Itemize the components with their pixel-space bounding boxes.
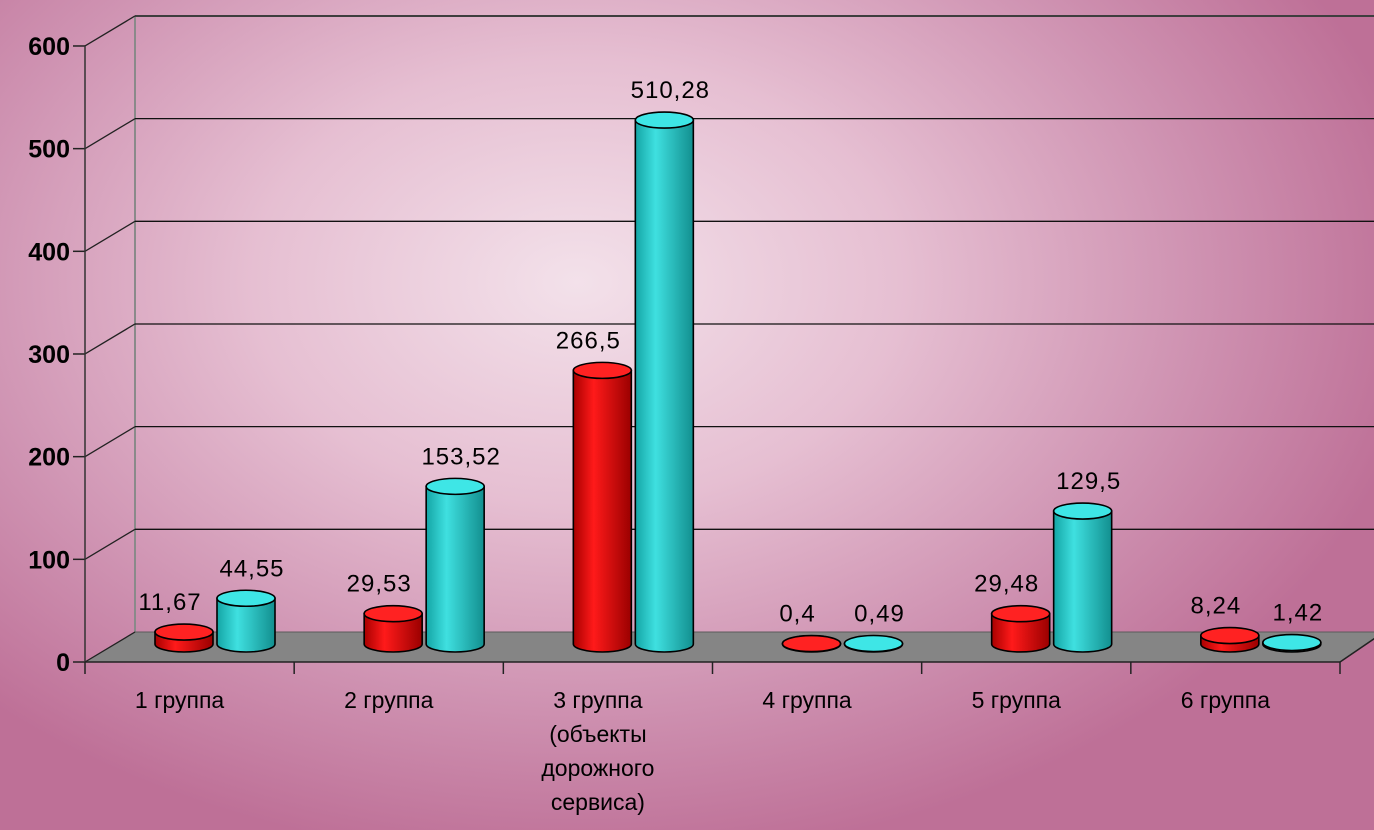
data-label: 29,48 — [974, 571, 1039, 598]
floor-right-edge — [1339, 637, 1374, 663]
gridline-diagonal — [84, 323, 136, 355]
bar-top — [216, 589, 276, 608]
x-tick-label: 1 группа — [135, 687, 225, 713]
y-tick-label: 300 — [28, 341, 70, 369]
y-tick-label: 100 — [28, 546, 70, 574]
y-tick-label: 200 — [28, 444, 70, 472]
x-tick-label: 3 группа (объекты дорожного сервиса) — [541, 687, 654, 815]
bar — [634, 119, 695, 653]
bar-top — [634, 111, 695, 129]
labels: 11,67 44,55 29,53 153,52 266,5 510,28 0,4 0,49 2… — [138, 77, 1323, 628]
bar-top — [425, 477, 485, 496]
x-tick-label: 4 группа — [762, 687, 852, 713]
data-label: 153,52 — [421, 443, 500, 470]
axes: 0 100 200 300 400 500 600 1 группа 2 группа 3 гру… — [28, 33, 1374, 815]
x-tick-label: 5 группа — [972, 687, 1062, 713]
gridline-diagonal — [84, 220, 136, 252]
chart-floor — [83, 631, 1374, 663]
data-label: 8,24 — [1190, 593, 1241, 620]
bar-top — [781, 634, 842, 653]
bar — [1052, 510, 1113, 653]
bar-top — [843, 634, 904, 653]
data-label: 129,5 — [1056, 468, 1121, 495]
gridlines — [84, 15, 1374, 663]
bar — [216, 597, 276, 653]
data-label: 11,67 — [138, 589, 201, 616]
bar-top — [363, 604, 423, 623]
bar-top — [154, 623, 214, 641]
bar — [363, 612, 423, 653]
gridline-diagonal — [84, 118, 136, 150]
bar-top — [1200, 626, 1260, 645]
x-tick-label: 6 группа — [1181, 687, 1271, 713]
bar — [990, 612, 1051, 653]
gridline-diagonal — [84, 426, 136, 458]
y-tick-label: 600 — [28, 33, 70, 61]
data-label: 0,4 — [779, 601, 815, 628]
data-label: 266,5 — [556, 327, 621, 354]
x-tick-label: 2 группа — [344, 687, 434, 713]
data-label: 44,55 — [219, 555, 284, 582]
bar-top — [990, 604, 1051, 623]
gridline-diagonal — [84, 631, 136, 663]
data-label: 0,49 — [854, 600, 905, 627]
y-tick-label: 0 — [56, 649, 70, 677]
gridline-diagonal — [84, 528, 136, 560]
gridline-diagonal — [84, 15, 136, 47]
bar-top — [572, 361, 633, 380]
y-tick-label: 400 — [28, 238, 70, 266]
bar — [572, 369, 633, 653]
data-label: 1,42 — [1272, 600, 1323, 627]
bar-top — [1052, 502, 1113, 520]
data-label: 510,28 — [631, 77, 710, 104]
bar-top — [1262, 633, 1322, 652]
bars — [154, 111, 1322, 653]
bar — [425, 485, 485, 653]
y-tick-label: 500 — [28, 136, 70, 164]
data-label: 29,53 — [347, 571, 412, 598]
